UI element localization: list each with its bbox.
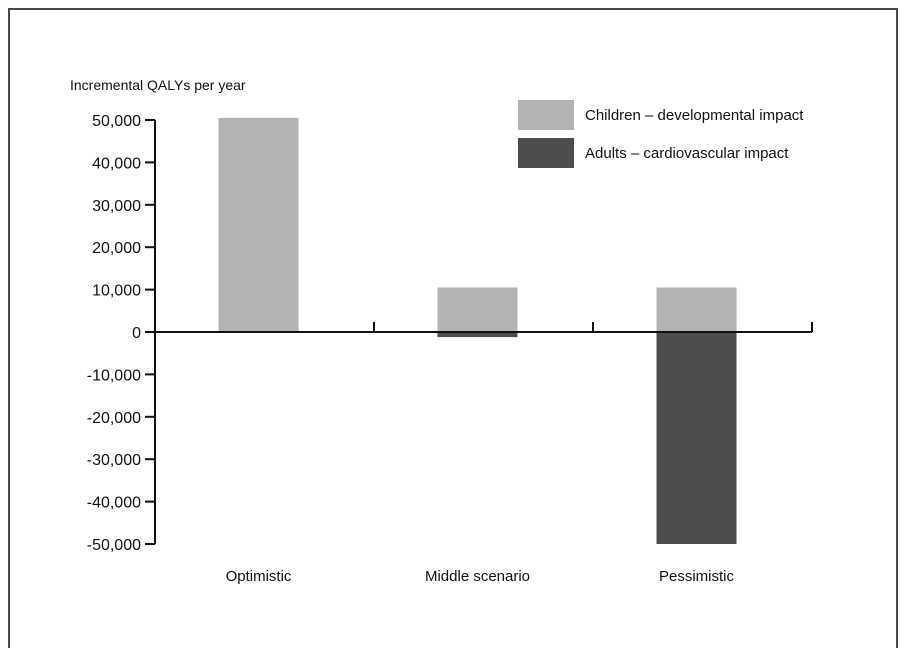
y-tick-label: 20,000 (92, 240, 141, 257)
bars (218, 117, 737, 544)
y-tick-label: 10,000 (92, 283, 141, 300)
y-tick-label: 30,000 (92, 198, 141, 215)
bar-children-0 (218, 117, 299, 332)
x-tick-label: Optimistic (226, 568, 292, 585)
y-axis: 50,000 40,000 30,000 20,000 10,000 0 -10,000 -2… (87, 113, 156, 554)
bar-adults-2 (656, 332, 737, 544)
y-tick-label: -10,000 (87, 367, 141, 384)
y-tick-label: 0 (132, 325, 141, 342)
bar-children-1 (437, 287, 518, 332)
y-axis-title: Incremental QALYs per year (70, 77, 246, 93)
legend: Children – developmental impact Adults – … (518, 100, 804, 168)
x-tick-label: Pessimistic (659, 568, 735, 585)
legend-swatch (518, 100, 574, 130)
x-tick-label: Middle scenario (425, 568, 530, 585)
legend-label: Children – developmental impact (585, 107, 804, 124)
y-tick-label: -40,000 (87, 495, 141, 512)
y-tick-label: -20,000 (87, 410, 141, 427)
y-tick-label: -50,000 (87, 537, 141, 554)
legend-label: Adults – cardiovascular impact (585, 145, 789, 162)
bar-children-2 (656, 287, 737, 332)
bar-adults-1 (437, 332, 518, 338)
x-axis: Optimistic Middle scenario Pessimistic (155, 322, 813, 585)
y-tick-label: -30,000 (87, 452, 141, 469)
y-tick-label: 40,000 (92, 155, 141, 172)
legend-swatch (518, 138, 574, 168)
y-tick-label: 50,000 (92, 113, 141, 130)
